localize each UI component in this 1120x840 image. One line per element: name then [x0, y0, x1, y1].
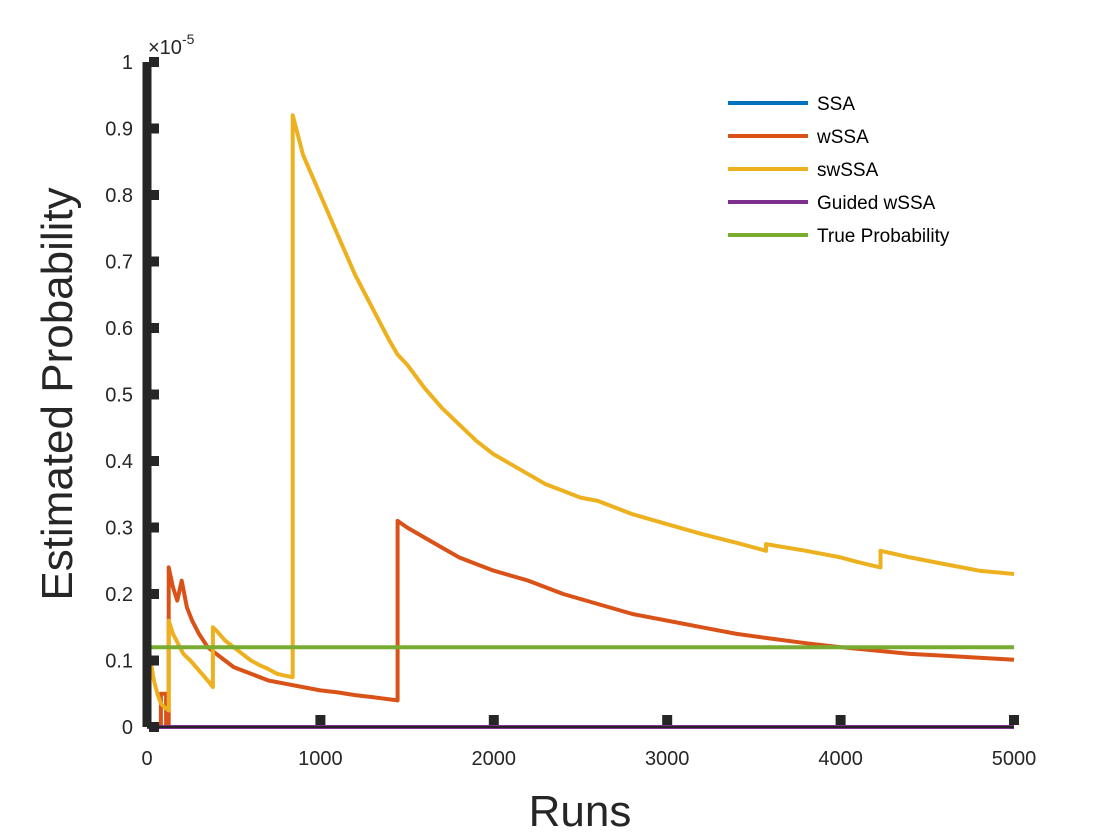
- y-tick-mark: [149, 256, 159, 267]
- x-tick-label: 1000: [298, 748, 343, 770]
- x-tick-label: 3000: [645, 748, 690, 770]
- y-tick-label: 0.8: [105, 185, 133, 207]
- y-tick-mark: [149, 123, 159, 134]
- y-tick-mark: [149, 389, 159, 400]
- y-exponent: -5: [182, 31, 195, 47]
- y-tick-mark: [149, 190, 159, 200]
- legend-label-guided-wssa: Guided wSSA: [817, 193, 936, 214]
- legend-label-swssa: swSSA: [817, 160, 879, 181]
- y-tick-label: 0.3: [105, 518, 133, 540]
- x-tick-label: 0: [141, 748, 152, 770]
- legend-label-ssa: SSA: [817, 94, 855, 115]
- y-tick-mark: [149, 722, 159, 732]
- x-tick-label: 4000: [818, 748, 863, 770]
- y-tick-mark: [149, 655, 159, 666]
- axes-layer: [142, 62, 1014, 728]
- y-tick-label: 0.7: [105, 252, 133, 274]
- y-tick-mark: [149, 589, 159, 599]
- plot-area: [147, 62, 1014, 727]
- legend-label-wssa: wSSA: [816, 127, 869, 148]
- y-tick-label: 0.5: [105, 385, 133, 407]
- legend-label-true-probability: True Probability: [817, 226, 950, 247]
- y-tick-label: 0.6: [105, 318, 133, 340]
- y-tick-label: 1: [122, 52, 133, 74]
- y-exponent-label: ×10-5: [148, 31, 195, 59]
- x-axis-title: Runs: [529, 787, 632, 836]
- x-tick-mark: [488, 715, 499, 725]
- y-tick-mark: [149, 57, 159, 67]
- y-tick-label: 0.1: [105, 651, 133, 673]
- x-tick-mark: [315, 715, 326, 725]
- x-tick-label: 2000: [472, 748, 517, 770]
- y-tick-mark: [149, 522, 159, 533]
- legend: SSA wSSA swSSA Guided wSSA True Probability: [728, 94, 950, 247]
- y-tick-label: 0.2: [105, 584, 133, 606]
- y-axis-title: Estimated Probability: [33, 187, 82, 600]
- series-line-wssa: [147, 518, 1015, 729]
- x-tick-mark: [835, 715, 846, 725]
- tick-layer: 0 1000 2000 3000 4000 5000 0 0.1 0.2 0.3 0.4 0.5 0.6…: [105, 52, 1036, 770]
- y-tick-label: 0.9: [105, 119, 133, 141]
- y-tick-mark: [149, 323, 159, 333]
- x-tick-label: 5000: [992, 748, 1037, 770]
- y-tick-mark: [149, 456, 159, 466]
- x-tick-mark: [662, 715, 673, 725]
- y-tick-label: 0: [122, 717, 133, 739]
- x-tick-mark: [1009, 715, 1019, 725]
- y-multiplier: ×10: [148, 37, 182, 59]
- series-line-swssa: [145, 113, 1015, 713]
- y-tick-label: 0.4: [105, 451, 133, 473]
